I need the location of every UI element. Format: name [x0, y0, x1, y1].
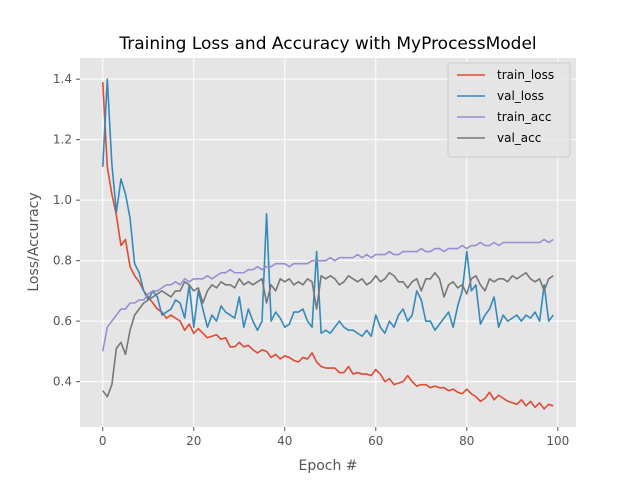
y-tick-label: 0.8 [53, 254, 72, 268]
x-tick-label: 0 [99, 434, 107, 448]
legend-label-train-loss: train_loss [497, 68, 554, 82]
x-tick-label: 100 [546, 434, 569, 448]
y-tick-label: 1.4 [53, 72, 72, 86]
legend-label-val-acc: val_acc [497, 131, 541, 145]
y-tick-label: 0.4 [53, 375, 72, 389]
series-line-train-acc [101, 238, 554, 352]
series-lines [101, 78, 554, 410]
series-line-train-loss [101, 82, 554, 410]
legend-box [447, 62, 571, 158]
series-line-val-acc [102, 271, 554, 398]
legend: train_loss val_loss train_acc val_acc [447, 62, 571, 158]
x-axis-label: Epoch # [298, 458, 357, 474]
legend-label-val-loss: val_loss [497, 89, 544, 103]
y-axis-ticks: 0.4 0.6 0.8 1.0 1.2 1.4 [53, 72, 80, 389]
y-tick-label: 1.0 [53, 193, 72, 207]
x-tick-label: 60 [368, 434, 383, 448]
series-line-val-loss [101, 78, 554, 338]
y-axis-label: Loss/Accuracy [26, 192, 42, 291]
x-axis-ticks: 0 20 40 60 80 100 [99, 427, 569, 448]
legend-label-train-acc: train_acc [497, 110, 551, 124]
y-tick-label: 1.2 [53, 133, 72, 147]
x-tick-label: 80 [459, 434, 474, 448]
y-tick-label: 0.6 [53, 314, 72, 328]
chart-title: Training Loss and Accuracy with MyProces… [118, 34, 536, 54]
x-tick-label: 40 [277, 434, 292, 448]
x-tick-label: 20 [186, 434, 201, 448]
